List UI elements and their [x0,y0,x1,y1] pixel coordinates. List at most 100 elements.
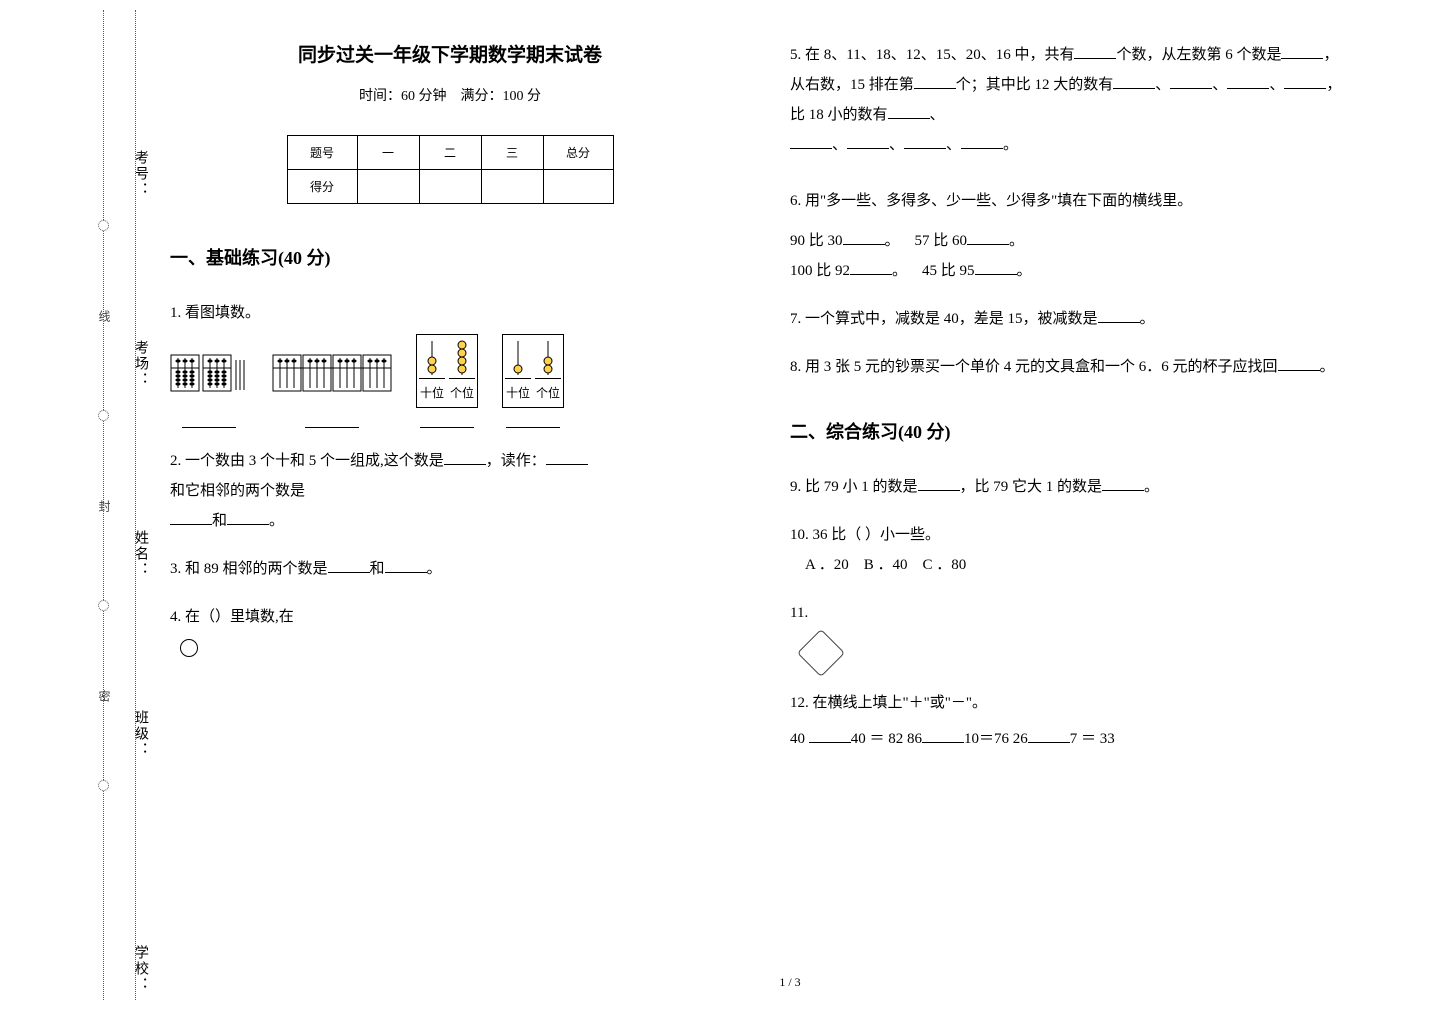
q2-text: ，读作： [486,453,546,469]
question-6: 6. 用"多一些、多得多、少一些、少得多"填在下面的横线里。 90 比 30。 … [790,186,1350,286]
answer-blank[interactable] [967,230,1009,245]
binding-circle [98,600,109,611]
slot-tens-label: 十位 [505,378,531,405]
left-column: 同步过关一年级下学期数学期末试卷 时间：60 分钟 满分：100 分 题号 一 … [170,12,730,680]
question-8: 8. 用 3 张 5 元的钞票买一个单价 4 元的文具盒和一个 6．6 元的杯子… [790,352,1350,382]
answer-blank[interactable] [1028,728,1070,743]
question-5: 5. 在 8、11、18、12、15、20、16 中，共有个数，从左数第 6 个… [790,40,1350,160]
q5-text: 、 [832,137,847,153]
score-blank [357,170,419,204]
q6-text: 57 比 60 [915,233,968,249]
q5-text: 、 [1155,77,1170,93]
q5-text: 、 [946,137,961,153]
q2-text: 和 [212,513,227,529]
section-2-heading: 二、综合练习(40 分) [790,418,1350,444]
answer-blank[interactable] [888,104,930,119]
question-12: 12. 在横线上填上"＋"或"－"。 40 40 ＝ 82 8610＝76 26… [790,688,1350,754]
answer-blank[interactable] [385,558,427,573]
answer-blank[interactable] [170,510,212,525]
score-blank [419,170,481,204]
answer-blank[interactable] [1098,308,1140,323]
answer-blank[interactable] [227,510,269,525]
abacus-1 [170,354,248,428]
q6-text: 。 [892,263,907,279]
paper-subtitle: 时间：60 分钟 满分：100 分 [170,85,730,105]
score-blank [481,170,543,204]
q3-text: 3. 和 89 相邻的两个数是 [170,561,328,577]
answer-blank[interactable] [328,558,370,573]
q9-text: 9. 比 79 小 1 的数是 [790,479,918,495]
binding-circle [98,410,109,421]
q8-text: 。 [1320,359,1335,375]
field-room: 考场： [130,340,150,388]
question-7: 7. 一个算式中，减数是 40，差是 15，被减数是。 [790,304,1350,334]
answer-blank[interactable] [420,414,474,428]
q2-text: 2. 一个数由 3 个十和 5 个一组成,这个数是 [170,453,444,469]
paper-title: 同步过关一年级下学期数学期末试卷 [170,40,730,67]
page: 同步过关一年级下学期数学期末试卷 时间：60 分钟 满分：100 分 题号 一 … [170,12,1410,992]
field-school: 学校： [130,945,150,993]
question-9: 9. 比 79 小 1 的数是 ，比 79 它大 1 的数是 。 [790,472,1350,502]
answer-blank[interactable] [961,134,1003,149]
answer-blank[interactable] [1278,356,1320,371]
answer-blank[interactable] [918,476,960,491]
answer-blank[interactable] [850,260,892,275]
answer-blank[interactable] [1074,44,1116,59]
answer-blank[interactable] [546,450,588,465]
q6-text: 。 [1017,263,1032,279]
question-2: 2. 一个数由 3 个十和 5 个一组成,这个数是，读作： 和它相邻的两个数是 … [170,446,730,536]
right-column: 5. 在 8、11、18、12、15、20、16 中，共有个数，从左数第 6 个… [790,12,1350,772]
binding-circle [98,780,109,791]
answer-blank[interactable] [790,134,832,149]
q6-text: 。 [1009,233,1024,249]
q5-text: 、 [1212,77,1227,93]
time-label: 时间：60 分钟 [359,89,447,104]
answer-blank[interactable] [975,260,1017,275]
answer-blank[interactable] [305,414,359,428]
answer-blank[interactable] [843,230,885,245]
score-th: 二 [419,136,481,170]
answer-blank[interactable] [1170,74,1212,89]
q5-text: 个；其中比 12 大的数有 [956,77,1114,93]
q12-stem: 12. 在横线上填上"＋"或"－"。 [790,688,1350,718]
q8-text: 8. 用 3 张 5 元的钞票买一个单价 4 元的文具盒和一个 6．6 元的杯子… [790,359,1278,375]
answer-blank[interactable] [1284,74,1326,89]
q12-text: 7 ＝ 33 [1070,731,1115,747]
q7-text: 。 [1140,311,1155,327]
answer-blank[interactable] [182,414,236,428]
slot-tens-label: 十位 [419,378,445,405]
answer-blank[interactable] [914,74,956,89]
score-th: 一 [357,136,419,170]
answer-blank[interactable] [922,728,964,743]
q3-text: 。 [427,561,442,577]
answer-blank[interactable] [506,414,560,428]
answer-blank[interactable] [1102,476,1144,491]
q12-text: 40 [790,731,809,747]
abacus-2 [272,354,392,428]
section-1-heading: 一、基础练习(40 分) [170,244,730,270]
q9-text: 。 [1144,479,1159,495]
answer-blank[interactable] [444,450,486,465]
answer-blank[interactable] [847,134,889,149]
answer-blank[interactable] [1281,44,1323,59]
slot-ones-label: 个位 [449,378,475,405]
binding-strip: 考号： 考场： 姓名： 班级： 学校： 线 封 密 [75,10,145,1000]
q5-text: 个数，从左数第 6 个数是 [1116,47,1281,63]
q6-stem: 6. 用"多一些、多得多、少一些、少得多"填在下面的横线里。 [790,186,1350,216]
answer-blank[interactable] [809,728,851,743]
binding-seal-text2: 密 [96,690,113,710]
q10-options: A ．20 B ．40 C ．80 [790,550,1350,580]
q9-text: ，比 79 它大 1 的数是 [960,479,1103,495]
question-3: 3. 和 89 相邻的两个数是和。 [170,554,730,584]
answer-blank[interactable] [1113,74,1155,89]
q1-stem: 1. 看图填数。 [170,298,730,328]
place-counter-2: 十位 个位 [502,334,564,428]
binding-circle [98,220,109,231]
page-number: 1 / 3 [170,975,1410,990]
rod-icon [538,339,558,377]
answer-blank[interactable] [1227,74,1269,89]
score-th: 三 [481,136,543,170]
answer-blank[interactable] [904,134,946,149]
q10-stem: 10. 36 比（ ）小一些。 [790,520,1350,550]
fullmark-label: 满分：100 分 [461,89,542,104]
